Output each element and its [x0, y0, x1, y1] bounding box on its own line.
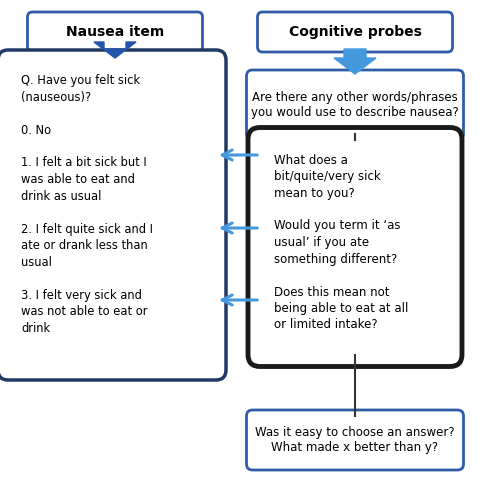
FancyBboxPatch shape [246, 70, 463, 140]
FancyBboxPatch shape [246, 410, 463, 470]
Text: Q. Have you felt sick
(nauseous)?

0. No

1. I felt a bit sick but I
was able to: Q. Have you felt sick (nauseous)? 0. No … [21, 74, 152, 334]
FancyBboxPatch shape [257, 12, 452, 52]
FancyBboxPatch shape [28, 12, 202, 52]
Text: Nausea item: Nausea item [66, 25, 164, 39]
Text: Was it easy to choose an answer?
What made x better than y?: Was it easy to choose an answer? What ma… [255, 426, 454, 454]
Text: Cognitive probes: Cognitive probes [288, 25, 421, 39]
Polygon shape [94, 42, 136, 58]
Text: Are there any other words/phrases
you would use to describe nausea?: Are there any other words/phrases you wo… [251, 91, 458, 119]
FancyBboxPatch shape [247, 128, 461, 366]
FancyBboxPatch shape [0, 50, 226, 380]
Polygon shape [333, 49, 375, 74]
Text: What does a
bit/quite/very sick
mean to you?

Would you term it ‘as
usual’ if yo: What does a bit/quite/very sick mean to … [273, 154, 408, 332]
